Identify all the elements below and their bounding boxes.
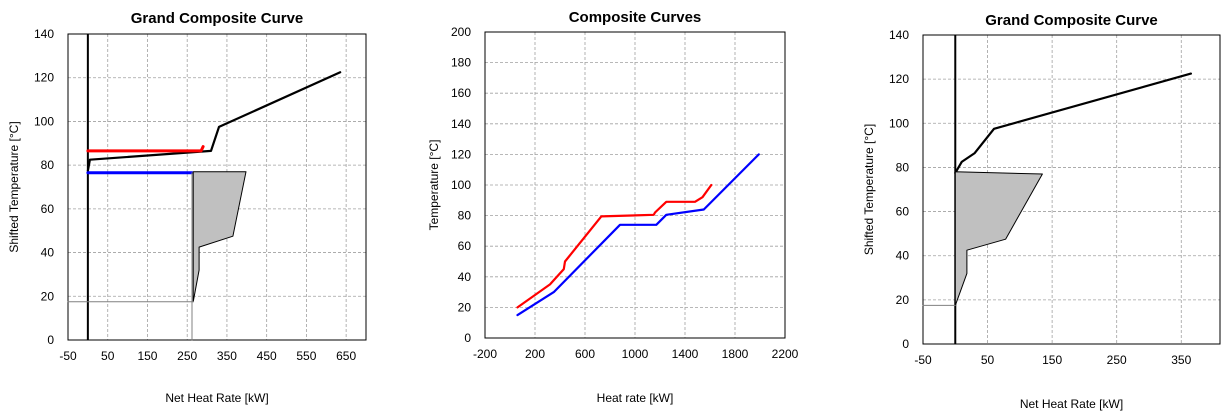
x-tick-label: 1000 <box>622 347 649 361</box>
x-tick-label: 450 <box>257 349 277 363</box>
x-tick-label: 250 <box>177 349 197 363</box>
y-tick-label: 60 <box>458 239 472 253</box>
x-tick-label: 50 <box>981 353 995 367</box>
x-tick-label: -50 <box>59 349 77 363</box>
x-tick-label: 150 <box>137 349 157 363</box>
y-tick-label: 200 <box>451 25 471 39</box>
chart-svg-gcc-right: Grand Composite Curve -50 50 150 250 350 0 20 40… <box>862 12 1221 411</box>
chart-panel-gcc-left: Grand Composite Curve -50 50 150 250 350 450 55… <box>0 0 380 414</box>
x-tick-label: 550 <box>296 349 316 363</box>
chart-svg-gcc-left: Grand Composite Curve -50 50 150 250 350 450 55… <box>7 10 367 405</box>
x-axis-label: Net Heat Rate [kW] <box>165 391 268 405</box>
y-tick-label: 20 <box>41 289 55 303</box>
y-tick-label: 40 <box>41 246 55 260</box>
y-tick-label: 140 <box>451 117 471 131</box>
y-tick-label: 80 <box>896 160 910 174</box>
y-tick-label: 120 <box>451 147 471 161</box>
x-tick-label: 350 <box>1171 353 1191 367</box>
y-axis-label: Shifted Temperature [°C] <box>7 121 21 252</box>
y-tick-label: 0 <box>464 331 471 345</box>
x-axis-label: Net Heat Rate [kW] <box>1020 397 1123 411</box>
y-tick-label: 100 <box>889 116 909 130</box>
plot-frame <box>67 33 367 341</box>
x-tick-label: 50 <box>101 349 115 363</box>
series-line <box>516 183 713 309</box>
y-axis-label: Temperature [°C] <box>427 140 441 231</box>
series-line <box>516 153 760 317</box>
y-tick-label: 160 <box>451 86 471 100</box>
series-line <box>86 145 205 153</box>
x-tick-label: 600 <box>575 347 595 361</box>
y-tick-label: 40 <box>896 249 910 263</box>
chart-svg-composite: Composite Curves-200 200 600 1000 1400 1800 22… <box>427 9 799 405</box>
x-tick-label: -50 <box>914 353 932 367</box>
y-tick-label: 40 <box>458 270 472 284</box>
chart-title: Grand Composite Curve <box>131 10 304 27</box>
x-tick-label: 650 <box>336 349 356 363</box>
y-tick-label: 140 <box>34 27 54 41</box>
pocket-area <box>954 171 1043 306</box>
plot-frame <box>922 34 1221 345</box>
x-tick-label: 2200 <box>772 347 799 361</box>
x-tick-label: 250 <box>1107 353 1127 367</box>
x-tick-label: 350 <box>217 349 237 363</box>
y-tick-label: 60 <box>896 205 910 219</box>
x-tick-label: 150 <box>1042 353 1062 367</box>
pocket-area <box>192 171 247 303</box>
y-tick-label: 80 <box>41 158 55 172</box>
y-tick-label: 180 <box>451 56 471 70</box>
y-tick-label: 0 <box>902 337 909 351</box>
y-tick-label: 100 <box>451 178 471 192</box>
series-line <box>954 72 1192 174</box>
chart-title: Grand Composite Curve <box>985 12 1158 29</box>
chart-panel-gcc-right: Grand Composite Curve -50 50 150 250 350 0 20 40… <box>845 0 1225 414</box>
y-axis-label: Shifted Temperature [°C] <box>862 124 876 255</box>
y-tick-label: 20 <box>896 293 910 307</box>
y-tick-label: 60 <box>41 202 55 216</box>
y-tick-label: 120 <box>889 72 909 86</box>
y-tick-label: 120 <box>34 71 54 85</box>
x-axis-label: Heat rate [kW] <box>597 391 674 405</box>
y-tick-label: 100 <box>34 114 54 128</box>
y-tick-label: 80 <box>458 209 472 223</box>
x-tick-label: -200 <box>473 347 497 361</box>
chart-panel-composite: Composite Curves -200 200 600 1000 1400 1800 22… <box>400 0 820 414</box>
x-tick-label: 1400 <box>672 347 699 361</box>
y-tick-label: 20 <box>458 300 472 314</box>
x-tick-label: 1800 <box>722 347 749 361</box>
x-tick-label: 200 <box>525 347 545 361</box>
plot-frame <box>484 31 786 339</box>
chart-title: Composite Curves <box>569 9 702 26</box>
series-line <box>86 71 342 172</box>
y-tick-label: 0 <box>47 333 54 347</box>
y-tick-label: 140 <box>889 28 909 42</box>
